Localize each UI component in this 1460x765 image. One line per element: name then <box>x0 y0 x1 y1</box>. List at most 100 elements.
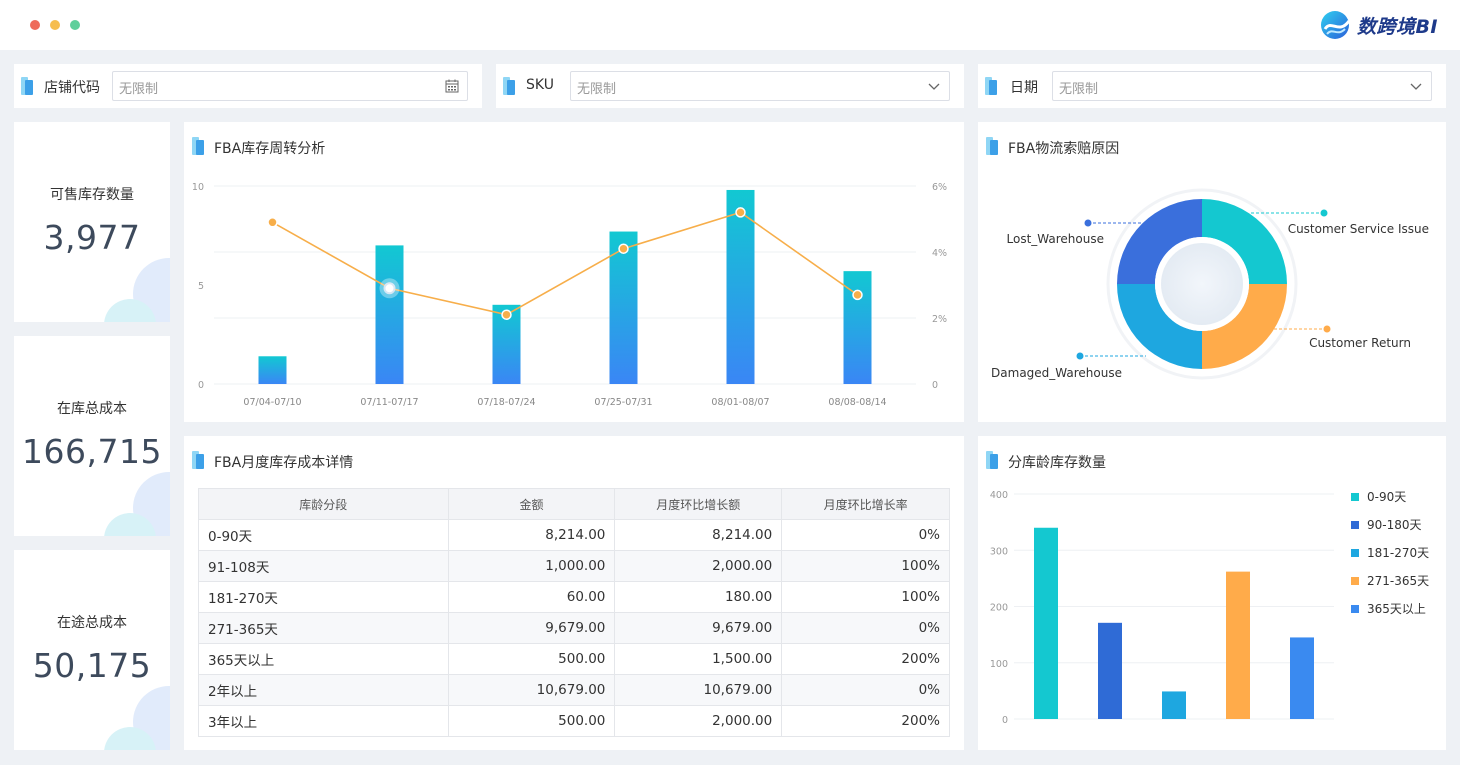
window-maximize-dot[interactable] <box>70 20 80 30</box>
legend-label: 0-90天 <box>1367 490 1406 504</box>
slice-label: Damaged_Warehouse <box>991 366 1122 380</box>
card-title: FBA库存周转分析 <box>214 141 326 157</box>
line-point <box>501 309 512 320</box>
table-cell: 10,679.00 <box>614 674 783 706</box>
slice-label: Customer Return <box>1309 336 1411 350</box>
leader-dot <box>1084 219 1092 227</box>
chevron-down-icon[interactable] <box>1409 79 1423 93</box>
filter-placeholder: 无限制 <box>577 82 617 97</box>
y2-tick-label: 4% <box>932 248 947 259</box>
filter-label: 店铺代码 <box>44 80 100 96</box>
y-tick-label: 10 <box>192 182 204 193</box>
legend-label: 271-365天 <box>1367 574 1429 588</box>
filter-label: 日期 <box>1010 80 1038 96</box>
donut-outer-ring <box>1106 188 1298 380</box>
cost-table-card: FBA月度库存成本详情 库龄分段 金额 月度环比增长额 月度环比增长率 0-90… <box>184 436 964 750</box>
window-minimize-dot[interactable] <box>50 20 60 30</box>
chevron-down-icon[interactable] <box>927 79 941 93</box>
legend-swatch <box>1351 521 1359 529</box>
kpi-label: 在库总成本 <box>57 401 127 417</box>
bar <box>609 231 638 384</box>
y-tick-label: 400 <box>990 490 1008 501</box>
table-cell: 200% <box>781 705 950 737</box>
leader-dot <box>1320 209 1328 217</box>
table-cell: 180.00 <box>614 581 783 613</box>
table-cell: 8,214.00 <box>614 519 783 551</box>
slice-label: Customer Service Issue <box>1288 222 1429 236</box>
section-flag-icon <box>21 77 33 95</box>
section-flag-icon <box>503 77 515 95</box>
x-tick-label: 07/18-07/24 <box>477 397 535 408</box>
date-select[interactable]: 无限制 <box>1052 71 1432 101</box>
legend-swatch <box>1351 605 1359 613</box>
kpi-card-available-stock: 可售库存数量 3,977 <box>14 122 170 322</box>
claims-chart: Customer Service Issue Customer Return Dam… <box>991 188 1429 380</box>
line-point <box>735 207 746 218</box>
y2-tick-label: 2% <box>932 314 947 325</box>
table-cell: 100% <box>781 550 950 582</box>
table-cell: 271-365天 <box>198 612 449 644</box>
legend-label: 90-180天 <box>1367 518 1422 532</box>
section-flag-icon <box>192 137 204 155</box>
y-tick-label: 200 <box>990 603 1008 614</box>
bar <box>1162 691 1186 719</box>
table-row: 3年以上 500.00 2,000.00 200% <box>198 705 950 737</box>
table-cell: 500.00 <box>447 643 616 675</box>
kpi-decoration <box>104 686 170 750</box>
donut-center <box>1161 243 1243 325</box>
table-cell: 2年以上 <box>198 674 449 706</box>
y-tick-label: 0 <box>1002 715 1008 726</box>
card-title: 分库龄库存数量 <box>1008 455 1106 471</box>
table-cell: 0% <box>781 519 950 551</box>
table-row: 181-270天 60.00 180.00 100% <box>198 581 950 613</box>
leader-dot <box>1076 352 1084 360</box>
table-cell: 9,679.00 <box>447 612 616 644</box>
kpi-label: 在途总成本 <box>57 615 127 631</box>
kpi-value: 50,175 <box>32 646 152 685</box>
calendar-icon[interactable] <box>445 79 459 93</box>
y-tick-label: 100 <box>990 659 1008 670</box>
line-point <box>618 243 629 254</box>
card-title: FBA月度库存成本详情 <box>214 455 354 471</box>
column-header[interactable]: 月度环比增长额 <box>614 488 783 520</box>
top-bar: 数跨境BI <box>0 0 1460 50</box>
x-tick-label: 07/25-07/31 <box>594 397 652 408</box>
filter-label: SKU <box>526 77 554 93</box>
store-code-input[interactable]: 无限制 <box>112 71 468 101</box>
section-flag-icon <box>192 451 204 469</box>
section-flag-icon <box>986 137 998 155</box>
line-point <box>852 289 863 301</box>
card-title: FBA物流索赔原因 <box>1008 141 1120 157</box>
table-cell: 500.00 <box>447 705 616 737</box>
logo-icon <box>1320 11 1351 39</box>
bar <box>726 189 755 384</box>
kpi-value: 166,715 <box>22 432 162 471</box>
series-line <box>272 211 858 316</box>
bar <box>1290 637 1314 719</box>
legend-swatch <box>1351 493 1359 501</box>
donut-slice <box>1202 284 1287 369</box>
app-logo: 数跨境BI <box>1319 8 1438 42</box>
window-close-dot[interactable] <box>30 20 40 30</box>
legend-label: 365天以上 <box>1367 602 1426 616</box>
bar <box>1098 622 1122 719</box>
filter-store-code: 店铺代码 无限制 <box>14 64 482 108</box>
age-stock-card: 分库龄库存数量 400 300 200 100 0 0-90天 90-180天 181-270… <box>978 436 1446 750</box>
table-row: 271-365天 9,679.00 9,679.00 0% <box>198 612 950 644</box>
logo-text: 数跨境BI <box>1356 15 1438 38</box>
column-header[interactable]: 库龄分段 <box>198 488 449 520</box>
bar <box>1034 527 1058 719</box>
y2-tick-label: 6% <box>932 182 947 193</box>
table-cell: 2,000.00 <box>614 705 783 737</box>
table-cell: 10,679.00 <box>447 674 616 706</box>
legend-label: 181-270天 <box>1367 546 1429 560</box>
filter-placeholder: 无限制 <box>119 82 159 97</box>
sku-select[interactable]: 无限制 <box>570 71 950 101</box>
y-tick-label: 5 <box>198 281 204 292</box>
column-header[interactable]: 金额 <box>447 488 616 520</box>
column-header[interactable]: 月度环比增长率 <box>781 488 950 520</box>
slice-label: Lost_Warehouse <box>1007 232 1104 246</box>
table-cell: 91-108天 <box>198 550 449 582</box>
y-tick-label: 0 <box>198 380 204 391</box>
kpi-value: 3,977 <box>43 218 141 257</box>
